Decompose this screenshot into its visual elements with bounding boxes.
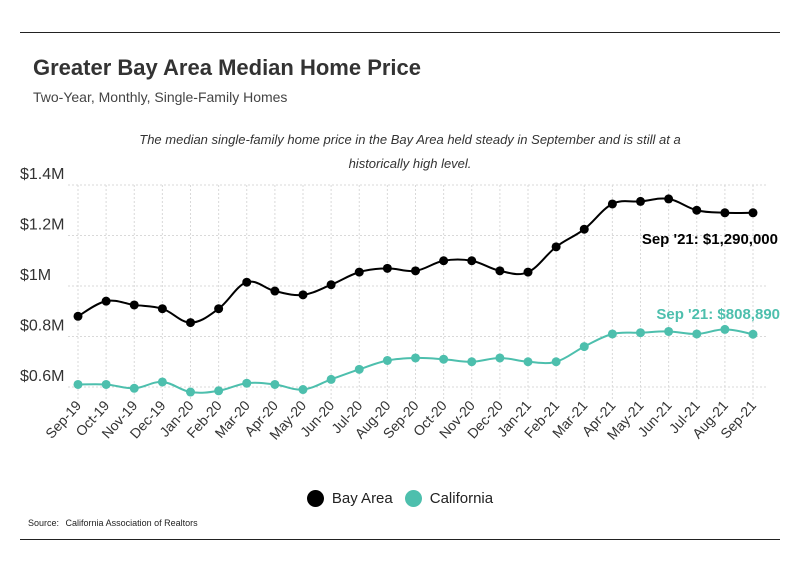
data-point-california [439, 354, 449, 364]
data-point-california [186, 387, 195, 397]
data-point-bay-area [129, 300, 139, 310]
data-point-bay-area [214, 304, 224, 314]
bottom-rule [20, 539, 780, 540]
end-label-bay-area: Sep '21: $1,290,000 [642, 231, 778, 248]
legend-swatch-california [404, 490, 422, 507]
y-tick-label: $1.4M [20, 166, 64, 183]
end-label-california: Sep '21: $808,890 [656, 306, 780, 323]
legend-item-bay-area: Bay Area [306, 490, 393, 507]
data-point-california [157, 377, 167, 387]
data-point-california [607, 329, 617, 339]
data-point-bay-area [270, 286, 280, 296]
data-point-bay-area [664, 194, 674, 204]
data-point-california [495, 353, 505, 363]
data-point-california [129, 383, 139, 393]
data-point-california [214, 386, 224, 396]
top-rule [20, 32, 780, 33]
data-point-california [326, 374, 336, 384]
data-point-california [73, 379, 83, 389]
data-point-california [298, 385, 308, 395]
data-point-california [523, 357, 533, 367]
data-point-bay-area [579, 224, 589, 234]
y-tick-label: $1M [20, 267, 51, 284]
y-tick-label: $0.8M [20, 318, 64, 335]
data-point-california [101, 379, 111, 389]
data-point-bay-area [748, 208, 758, 218]
data-point-california [664, 326, 674, 336]
data-point-bay-area [157, 304, 167, 314]
data-point-bay-area [467, 256, 477, 266]
legend-label-california: California [429, 490, 494, 507]
data-point-california [242, 378, 252, 388]
data-point-bay-area [298, 290, 308, 300]
legend: Bay Area California [0, 490, 800, 507]
data-point-bay-area [439, 256, 449, 266]
chart-title: Greater Bay Area Median Home Price [33, 55, 422, 80]
data-point-bay-area [495, 266, 505, 276]
data-point-california [354, 364, 364, 374]
data-point-bay-area [73, 311, 83, 321]
data-point-bay-area [692, 205, 702, 215]
source-label: Source: [28, 518, 60, 528]
data-point-bay-area [326, 280, 336, 290]
data-point-california [692, 329, 702, 339]
legend-swatch-bay-area [306, 490, 324, 507]
data-point-bay-area [607, 199, 617, 209]
source-note: Source: California Association of Realto… [28, 518, 202, 528]
data-point-bay-area [382, 263, 392, 273]
data-point-bay-area [354, 267, 364, 277]
data-point-bay-area [411, 266, 420, 276]
chart-annotation: The median single-family home price in t… [139, 132, 681, 171]
data-point-bay-area [101, 296, 111, 306]
y-tick-label: $1.2M [20, 217, 64, 234]
data-point-california [748, 329, 758, 339]
data-point-california [270, 379, 280, 389]
data-point-bay-area [186, 318, 195, 328]
data-point-bay-area [720, 208, 730, 218]
data-point-bay-area [242, 277, 252, 287]
y-tick-label: $0.6M [20, 368, 64, 385]
data-point-california [382, 355, 392, 365]
data-point-california [720, 324, 730, 334]
data-point-bay-area [551, 242, 561, 252]
source-text: California Association of Realtors [65, 518, 198, 528]
data-point-bay-area [636, 196, 645, 206]
legend-item-california: California [404, 490, 494, 507]
data-point-california [467, 357, 477, 367]
chart-subtitle: Two-Year, Monthly, Single-Family Homes [33, 89, 288, 105]
legend-label-bay-area: Bay Area [331, 490, 393, 507]
data-point-california [636, 328, 645, 338]
data-point-california [411, 353, 420, 363]
data-point-california [551, 357, 561, 367]
data-point-california [579, 342, 589, 352]
data-point-bay-area [523, 267, 533, 277]
